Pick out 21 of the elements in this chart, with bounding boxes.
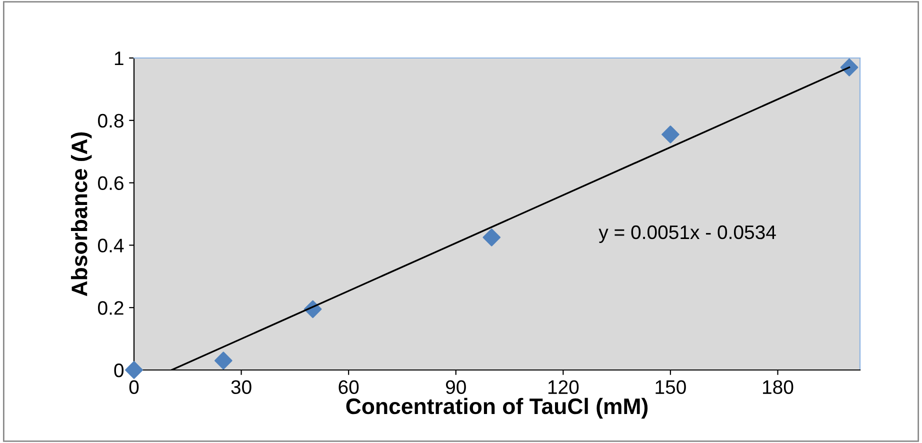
x-tick-label: 150 [656, 380, 686, 394]
x-tick-label: 90 [446, 380, 466, 394]
point [482, 228, 501, 246]
x-tick-label: 0 [129, 380, 139, 394]
x-tick-label: 60 [338, 380, 359, 394]
y-tick-label: 1 [114, 52, 124, 66]
y-axis-title: Absorbance (A) [70, 132, 92, 296]
x-axis-title: Concentration of TauCl (mM) [346, 398, 648, 419]
annotation: y = 0.0051x - 0.0534 [598, 225, 776, 243]
y-tick-label: 0.2 [98, 301, 124, 315]
x-tick-label: 30 [231, 380, 252, 394]
x-tick-label: 180 [763, 380, 794, 394]
y-tick-label: 0.4 [98, 238, 124, 252]
point [214, 352, 232, 370]
y-tick-label: 0.8 [98, 114, 124, 128]
point [662, 126, 680, 144]
point [840, 58, 858, 76]
y-tick-label: 0.6 [98, 176, 124, 190]
point [125, 361, 143, 379]
y-tick-label: 0 [114, 363, 124, 378]
x-tick-label: 120 [548, 380, 579, 394]
